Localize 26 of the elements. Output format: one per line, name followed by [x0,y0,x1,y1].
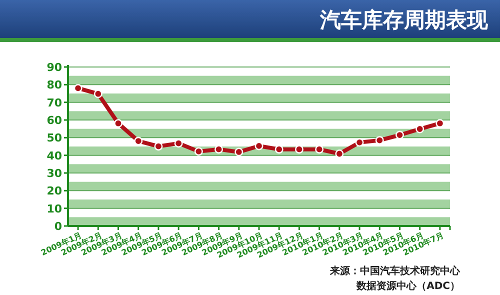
y-tick-label: 40 [46,149,62,162]
source-note: 来源：中国汽车技术研究中心 [329,265,461,277]
point [315,145,324,154]
y-tick-label: 30 [46,167,62,180]
point [94,90,102,98]
point [234,148,244,156]
point [194,147,203,156]
y-tick-label: 60 [46,114,62,127]
point [274,145,284,154]
y-tick-label: 0 [54,220,62,233]
y-tick-label: 90 [46,61,62,74]
point [395,130,404,140]
y-tick-label: 50 [46,132,62,145]
y-tick-label: 80 [46,78,62,92]
y-tick-label: 10 [46,202,62,216]
point [114,119,123,128]
point [355,138,364,147]
y-tick-label: 20 [46,184,62,198]
point [174,139,183,148]
point [214,145,224,154]
y-tick-label: 70 [46,96,62,110]
point [335,149,344,158]
point [154,142,163,151]
chart-title: 汽车库存周期表现 [319,8,489,32]
text: 数据资源中心（ADC） [356,280,460,292]
point [294,145,304,154]
